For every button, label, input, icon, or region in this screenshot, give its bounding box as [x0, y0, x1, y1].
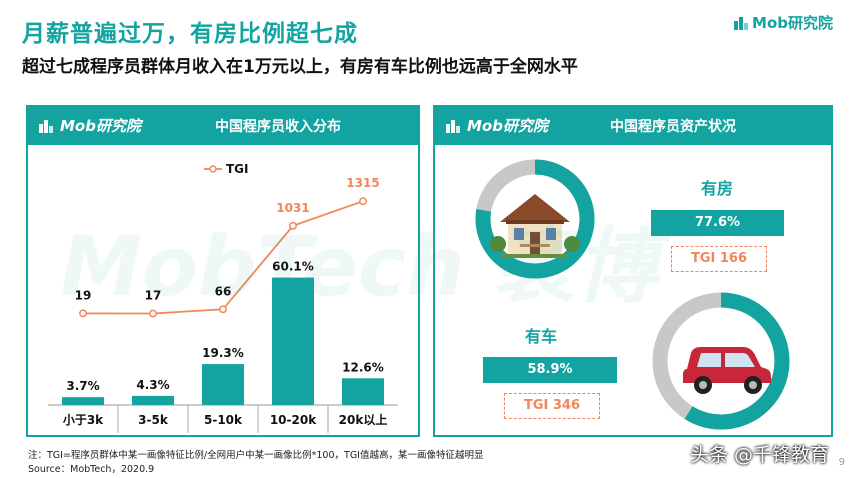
x-tick-label: 10-20k — [270, 413, 317, 427]
bar-value-label: 12.6% — [342, 360, 384, 374]
x-tick-label: 小于3k — [63, 412, 104, 427]
assets-panel: Mob研究院 中国程序员资产状况 有房 77.6% TGI 166 — [433, 105, 833, 437]
tgi-value-label: 66 — [215, 284, 232, 298]
tgi-value-label: 19 — [75, 288, 92, 302]
house-icon — [490, 194, 580, 258]
tgi-point — [289, 221, 297, 230]
page-title: 月薪普遍过万，有房比例超七成 — [22, 21, 358, 47]
bar — [342, 378, 384, 405]
page-number: 9 — [838, 457, 845, 468]
bar — [132, 395, 174, 405]
tgi-value-label: 17 — [145, 289, 162, 303]
house-label: 有房 — [701, 179, 734, 198]
tgi-value-label: 1315 — [346, 176, 379, 190]
car-tgi-box: TGI 346 — [504, 393, 600, 419]
page-subtitle: 超过七成程序员群体月收入在1万元以上，有房有车比例也远高于全网水平 — [22, 57, 578, 77]
car-donut-slice — [652, 292, 790, 430]
income-panel-header: Mob研究院 中国程序员收入分布 — [28, 107, 418, 145]
tgi-point — [79, 309, 87, 318]
x-tick-label: 20k以上 — [339, 412, 388, 427]
x-tick-label: 5-10k — [204, 413, 243, 427]
legend-marker — [209, 165, 217, 173]
income-panel-title: 中国程序员收入分布 — [215, 119, 341, 135]
footnote: 注：TGI=程序员群体中某一画像特征比例/全网用户中某一画像比例*100，TGI… — [28, 449, 483, 477]
bar-value-label: 19.3% — [202, 346, 244, 360]
bar-value-label: 60.1% — [272, 260, 314, 274]
income-panel-brand: Mob研究院 — [38, 115, 141, 136]
footnote-note: 注：TGI=程序员群体中某一画像特征比例/全网用户中某一画像比例*100，TGI… — [28, 450, 484, 461]
assets-chart — [475, 159, 790, 430]
tgi-value-label: 1031 — [276, 201, 309, 215]
bar — [62, 397, 104, 405]
car-icon — [683, 347, 771, 394]
tgi-point — [359, 197, 367, 206]
car-value-box: 58.9% — [483, 357, 617, 383]
tgi-point — [149, 309, 157, 318]
mob-logo-icon — [446, 119, 460, 133]
assets-panel-brand: Mob研究院 — [445, 115, 548, 136]
bar — [202, 364, 244, 405]
bar-value-label: 4.3% — [136, 378, 169, 392]
assets-panel-title: 中国程序员资产状况 — [610, 119, 736, 135]
income-panel: Mob研究院 中国程序员收入分布 3.7% 小于3k 4.3% 3-5k 19.3% 5-… — [26, 105, 420, 437]
bar — [272, 277, 314, 405]
tgi-point — [219, 305, 227, 314]
header-brand-text: Mob研究院 — [752, 14, 833, 32]
legend-label: TGI — [226, 162, 249, 176]
house-tgi-box: TGI 166 — [671, 246, 767, 272]
house-value-box: 77.6% — [651, 210, 784, 236]
footnote-source: Source：MobTech，2020.9 — [28, 464, 155, 475]
credit-watermark: 头条 @千锋教育 — [689, 444, 829, 466]
assets-panel-header: Mob研究院 中国程序员资产状况 — [435, 107, 831, 145]
house-donut-slice — [475, 159, 595, 279]
car-label: 有车 — [525, 327, 558, 346]
income-chart: 3.7% 小于3k 4.3% 3-5k 19.3% 5-10k 60.1% 10-20k 12.… — [48, 162, 398, 433]
mob-logo-icon — [39, 119, 53, 133]
mob-logo-icon — [734, 16, 749, 30]
bar-value-label: 3.7% — [66, 379, 99, 393]
header-brand: Mob研究院 — [733, 12, 833, 33]
x-tick-label: 3-5k — [138, 413, 169, 427]
